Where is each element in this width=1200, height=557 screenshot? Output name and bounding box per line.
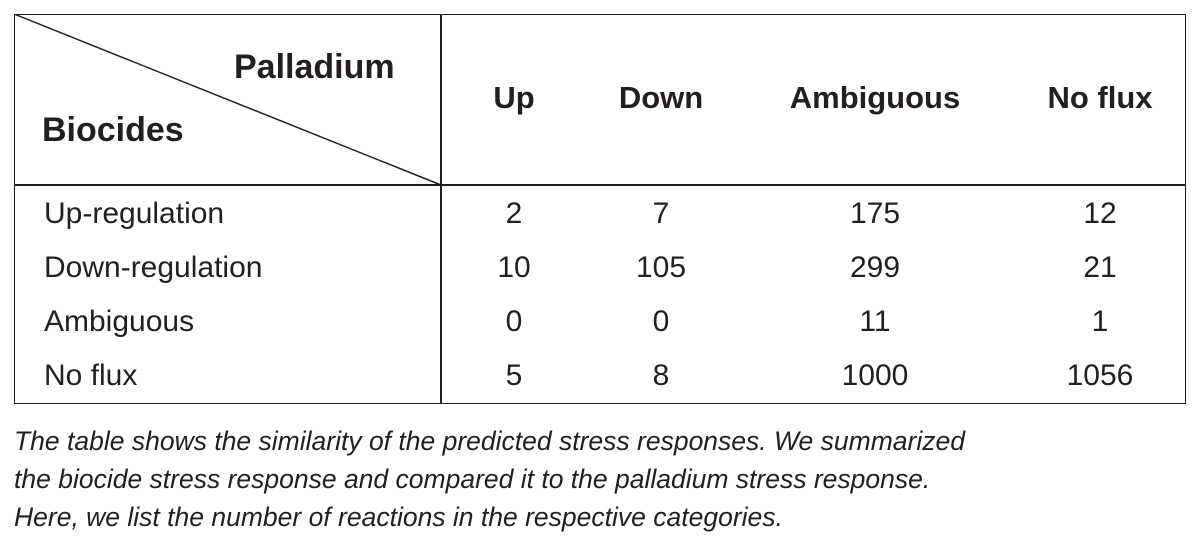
table-cell: 1 xyxy=(1091,305,1109,338)
row-label: Ambiguous xyxy=(44,305,195,338)
row-label: Down-regulation xyxy=(44,251,263,284)
table-border xyxy=(14,14,1186,404)
column-header-down: Down xyxy=(618,80,704,115)
data-table: Palladium Biocides Up Down Ambiguous No … xyxy=(14,14,1186,404)
table-cell: 2 xyxy=(505,197,523,230)
table-cell: 21 xyxy=(1083,251,1117,284)
caption-line: the biocide stress response and compared… xyxy=(14,464,931,494)
row-label: Up-regulation xyxy=(44,197,225,230)
corner-column-axis-label: Palladium xyxy=(234,48,395,86)
corner-diagonal-line xyxy=(14,14,442,186)
column-divider xyxy=(440,14,442,404)
header-divider xyxy=(14,184,1186,186)
column-header-ambiguous: Ambiguous xyxy=(789,80,961,115)
column-header-no-flux: No flux xyxy=(1047,80,1153,115)
table-cell: 1000 xyxy=(841,359,909,392)
table-cell: 5 xyxy=(505,359,523,392)
table-cell: 12 xyxy=(1083,197,1117,230)
table-cell: 0 xyxy=(652,305,670,338)
table-cell: 0 xyxy=(505,305,523,338)
table-cell: 8 xyxy=(652,359,670,392)
table-cell: 10 xyxy=(497,251,531,284)
table-cell: 175 xyxy=(849,197,901,230)
table-cell: 11 xyxy=(859,305,891,338)
corner-row-axis-label: Biocides xyxy=(42,111,184,149)
row-label: No flux xyxy=(44,359,138,392)
table-cell: 7 xyxy=(652,197,670,230)
caption-line: Here, we list the number of reactions in… xyxy=(14,502,783,532)
table-caption: The table shows the similarity of the pr… xyxy=(14,422,1186,536)
column-header-up: Up xyxy=(493,80,535,115)
table-cell: 1056 xyxy=(1066,359,1134,392)
table-cell: 299 xyxy=(849,251,901,284)
table-cell: 105 xyxy=(635,251,687,284)
caption-line: The table shows the similarity of the pr… xyxy=(14,426,965,456)
